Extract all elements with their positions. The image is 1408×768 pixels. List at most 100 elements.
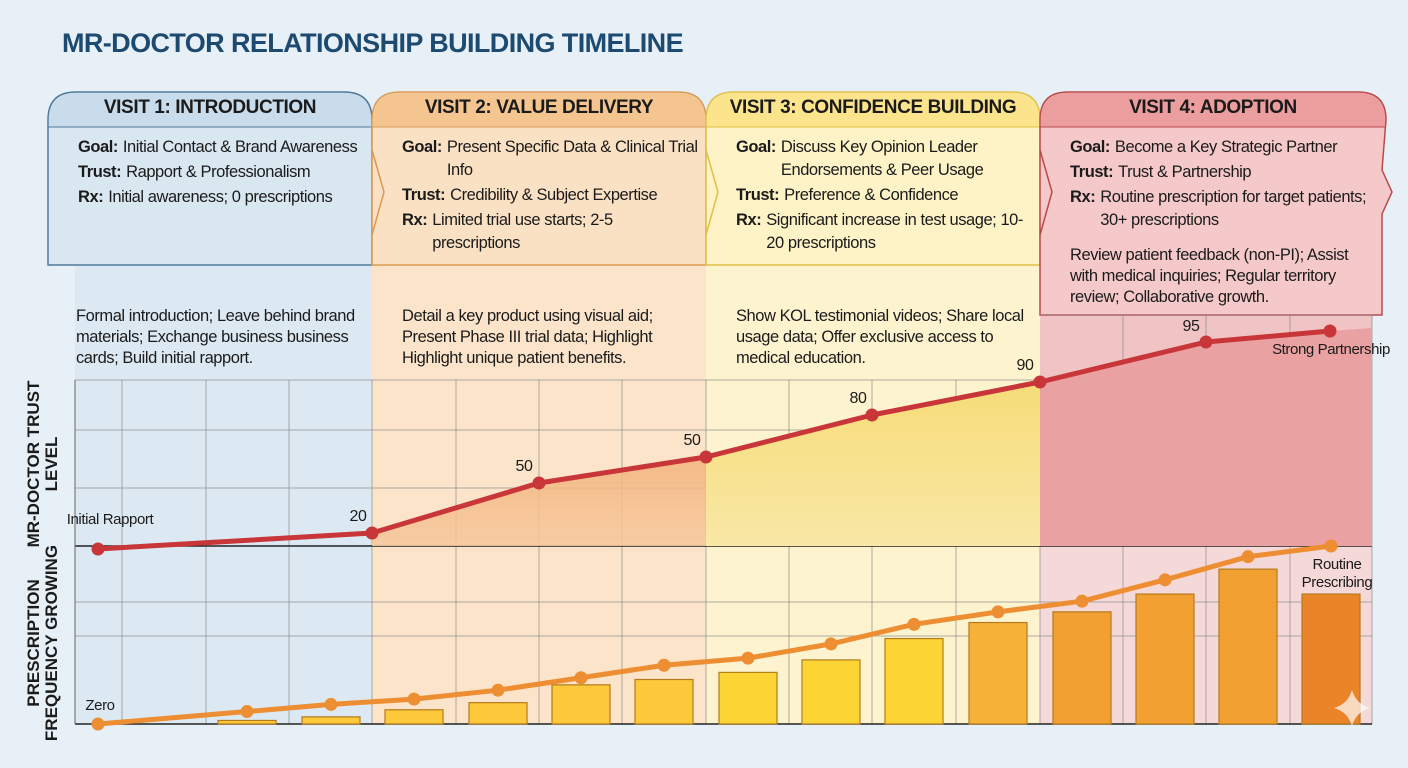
goal-row: Goal: Initial Contact & Brand Awareness — [78, 136, 366, 159]
rx-bar — [968, 621, 1028, 725]
trust-text: Preference & Confidence — [784, 186, 959, 204]
rx-trend-point — [824, 637, 838, 651]
visit-header-bg — [49, 93, 371, 127]
trust-text: Trust & Partnership — [1118, 163, 1252, 181]
visit-header-bg — [1041, 93, 1385, 127]
trust-point-label: Initial Rapport — [66, 511, 154, 528]
rx-trend-point — [574, 671, 588, 685]
goal-text: Become a Key Strategic Partner — [1114, 138, 1338, 156]
rx-bar — [1218, 568, 1278, 725]
trust-row: Trust: Preference & Confidence — [736, 184, 1034, 207]
rx-bar — [551, 684, 611, 725]
rx-label: Rx: — [402, 211, 428, 229]
rx-trend-point — [407, 692, 421, 706]
visit-1-activities: Formal introduction; Leave behind brand … — [76, 307, 355, 367]
visit-3-details: Goal: Discuss Key Opinion Leader Endorsem… — [736, 136, 1034, 255]
chevron-icon — [1039, 149, 1053, 236]
trust-point-label: 80 — [849, 390, 867, 407]
goal-text: Discuss Key Opinion Leader Endorsements … — [780, 138, 984, 179]
trust-point-label: 50 — [515, 458, 533, 475]
rx-text: Initial awareness; 0 prescriptions — [108, 188, 333, 206]
sparkle-icon — [1334, 690, 1370, 726]
visit-4-title: VISIT 4: ADOPTION — [1129, 97, 1297, 118]
trust-point-label: 20 — [349, 508, 367, 525]
trust-point-label: 90 — [1016, 357, 1034, 374]
trust-point — [365, 526, 379, 540]
visit-3-title: VISIT 3: CONFIDENCE BUILDING — [729, 97, 1017, 118]
rx-text: Significant increase in test usage; 10-2… — [766, 211, 1023, 252]
trust-text: Rapport & Professionalism — [126, 163, 311, 181]
rx-bar — [718, 671, 778, 725]
visit-2-activities: Detail a key product using visual aid; P… — [402, 307, 653, 367]
trust-point-label: Strong Partnership — [1272, 341, 1390, 358]
rx-bar — [884, 637, 944, 725]
visit-3-activities: Show KOL testimonial videos; Share local… — [736, 307, 1024, 367]
rx-trend-point — [991, 605, 1005, 619]
goal-text: Present Specific Data & Clinical Trial I… — [446, 138, 698, 179]
trust-point — [1199, 335, 1213, 349]
trust-point — [1033, 375, 1047, 389]
trust-point — [532, 476, 546, 490]
rx-label: Rx: — [736, 211, 762, 229]
rx-label: Rx: — [1070, 188, 1096, 206]
rx-bar — [1052, 611, 1112, 725]
trust-line — [97, 328, 1331, 552]
rx-bar — [217, 719, 277, 725]
rx-trend-point — [240, 705, 254, 719]
chevron-icon — [705, 149, 719, 236]
rx-trend-point — [657, 658, 671, 672]
rx-trend-point — [1075, 594, 1089, 608]
rx-label: Rx: — [78, 188, 104, 206]
chevron-icon — [371, 149, 385, 236]
visit-card — [371, 91, 707, 266]
rx-bar — [468, 702, 528, 725]
visit-4-activities: Review patient feedback (non-PI); Assist… — [1070, 246, 1349, 306]
rx-bar — [634, 678, 694, 725]
trust-point-label: 95 — [1182, 318, 1200, 335]
visit-2-title: VISIT 2: VALUE DELIVERY — [424, 97, 654, 118]
trust-area-visit-3 — [706, 382, 1040, 546]
trust-area-visit-2 — [372, 457, 706, 546]
visit-header-bg — [373, 93, 705, 127]
trust-point-label: 50 — [683, 432, 701, 449]
rx-bar — [801, 659, 861, 725]
rx-row: Rx: Routine prescription for target patie… — [1070, 186, 1380, 232]
visit-header-bg — [707, 93, 1039, 127]
visit-4-details: Goal: Become a Key Strategic Partner Trus… — [1070, 136, 1380, 232]
trust-point — [91, 542, 105, 556]
visit-card — [47, 91, 373, 266]
trust-row: Trust: Rapport & Professionalism — [78, 161, 366, 184]
visit-1-details: Goal: Initial Contact & Brand Awareness T… — [78, 136, 366, 209]
rx-bar — [301, 716, 361, 725]
goal-label: Goal: — [402, 138, 442, 156]
goal-label: Goal: — [736, 138, 776, 156]
rx-text: Routine prescription for target patients… — [1100, 188, 1367, 229]
visit-card — [705, 91, 1041, 266]
visit-2-details: Goal: Present Specific Data & Clinical Tr… — [402, 136, 700, 255]
rx-bar — [384, 709, 444, 725]
rx-trend-point — [741, 651, 755, 665]
rx-text: Limited trial use starts; 2-5 prescripti… — [432, 211, 613, 252]
rx-trend-point — [491, 683, 505, 697]
rx-start-label: Zero — [85, 697, 115, 714]
goal-text: Initial Contact & Brand Awareness — [122, 138, 358, 156]
trust-row: Trust: Credibility & Subject Expertise — [402, 184, 700, 207]
trust-text: Credibility & Subject Expertise — [450, 186, 658, 204]
rx-axis-label: PRESCRIPTION FREQUENCY GROWING — [24, 544, 61, 742]
rx-trend-point — [324, 697, 338, 711]
trust-label: Trust: — [736, 186, 780, 204]
trust-point — [865, 408, 879, 422]
visit-card — [1039, 91, 1393, 316]
rx-trend-point — [1158, 573, 1172, 587]
rx-end-label: Routine Prescribing — [1301, 556, 1373, 591]
goal-row: Goal: Become a Key Strategic Partner — [1070, 136, 1380, 159]
goal-label: Goal: — [78, 138, 118, 156]
rx-trend-point — [91, 717, 105, 731]
trust-label: Trust: — [1070, 163, 1114, 181]
rx-bar — [1135, 593, 1195, 725]
goal-row: Goal: Present Specific Data & Clinical Tr… — [402, 136, 700, 182]
goal-row: Goal: Discuss Key Opinion Leader Endorsem… — [736, 136, 1034, 182]
visit-column-bg-lower — [75, 546, 372, 724]
page-title: MR-DOCTOR RELATIONSHIP BUILDING TIMELINE — [62, 28, 684, 58]
